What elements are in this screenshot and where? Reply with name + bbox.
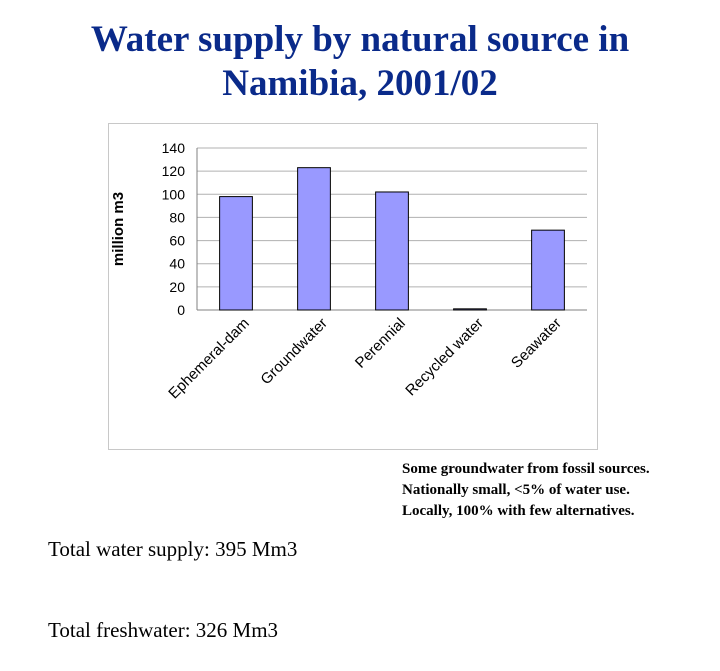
groundwater-note: Some groundwater from fossil sources. Na… [402,459,714,522]
y-tick-label: 40 [169,256,185,272]
title-line-2: Namibia, 2001/02 [222,63,498,104]
total-supply-text: Total water supply: 395 Mm3 [48,537,298,561]
bar [219,196,253,311]
y-tick-label: 120 [162,163,186,179]
x-category-label: Groundwater [257,315,330,388]
bar [531,229,565,311]
note-line-2: Nationally small, <5% of water use. [402,482,630,498]
x-category-label: Ephemeral-dam [165,315,252,402]
title-line-1: Water supply by natural source in [90,19,630,60]
bar [453,308,487,311]
chart-svg: 0 20 40 60 80 100 120 140 million m3 Ephemeral-da… [110,140,587,402]
y-tick-label: 20 [169,279,185,295]
total-freshwater-text: Total freshwater: 326 Mm3 [48,618,279,642]
y-tick-label: 140 [162,140,186,156]
y-tick-label: 60 [169,233,185,249]
y-tick-label: 100 [162,186,186,202]
bar [375,191,409,311]
y-tick-label: 80 [169,209,185,225]
x-category-label: Recycled water [402,315,487,400]
bar [297,167,331,311]
x-category-label: Perennial [352,315,409,372]
totals-block: Total water supply: 395 Mm3 Total freshw… [48,482,297,671]
y-tick-label: 0 [177,302,185,318]
note-line-1: Some groundwater from fossil sources. [402,461,650,477]
bar-chart: 0 20 40 60 80 100 120 140 million m3 Ephemeral-da… [108,123,598,450]
y-axis-label: million m3 [110,192,127,266]
x-category-label: Seawater [508,315,565,372]
slide-title: Water supply by natural source in Namibi… [0,18,720,106]
note-line-3: Locally, 100% with few alternatives. [402,503,635,519]
